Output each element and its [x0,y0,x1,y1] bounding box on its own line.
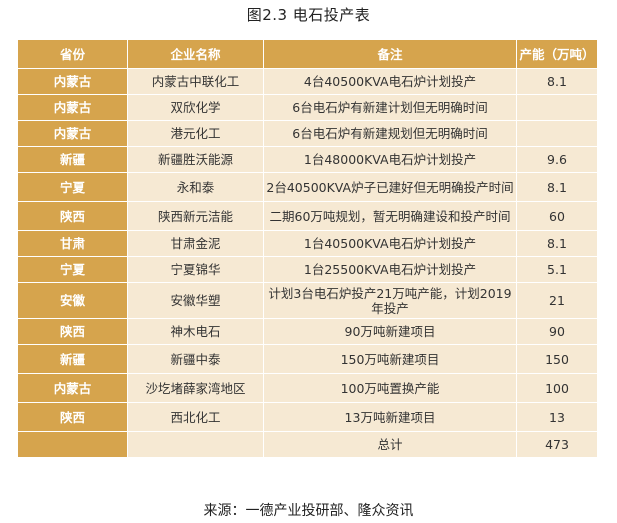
cell-province: 宁夏 [17,172,128,202]
cell-company: 新疆胜沃能源 [127,146,264,173]
cell-company: 安徽华塑 [127,282,264,319]
table-row: 甘肃 甘肃金泥 1台40500KVA电石炉计划投产 8.1 [17,230,598,257]
cell-company: 永和泰 [127,172,264,202]
table-row: 内蒙古 内蒙古中联化工 4台40500KVA电石炉计划投产 8.1 [17,68,598,95]
header-note: 备注 [263,39,517,69]
table-row: 新疆 新疆胜沃能源 1台48000KVA电石炉计划投产 9.6 [17,146,598,173]
cell-company: 甘肃金泥 [127,230,264,257]
cell-note: 1台48000KVA电石炉计划投产 [263,146,517,173]
cell-province: 新疆 [17,344,128,374]
cell-capacity: 60 [516,201,598,231]
table-title: 图2.3 电石投产表 [246,6,371,24]
cell-province: 内蒙古 [17,68,128,95]
cell-note: 90万吨新建项目 [263,318,517,345]
cell-capacity [516,120,598,147]
cell-province: 陕西 [17,402,128,432]
table-row: 内蒙古 沙圪堵薛家湾地区 100万吨置换产能 100 [17,373,598,403]
cell-note: 计划3台电石炉投产21万吨产能，计划2019年投产 [263,282,517,319]
cell-company: 陕西新元洁能 [127,201,264,231]
table-row: 宁夏 永和泰 2台40500KVA炉子已建好但无明确投产时间 8.1 [17,172,598,202]
cell-company: 西北化工 [127,402,264,432]
table-row: 内蒙古 双欣化学 6台电石炉有新建计划但无明确时间 [17,94,598,121]
table-row: 陕西 神木电石 90万吨新建项目 90 [17,318,598,345]
cell-note: 13万吨新建项目 [263,402,517,432]
cell-note: 150万吨新建项目 [263,344,517,374]
cell-capacity: 8.1 [516,68,598,95]
cell-province: 内蒙古 [17,373,128,403]
cell-company: 内蒙古中联化工 [127,68,264,95]
table-row: 新疆 新疆中泰 150万吨新建项目 150 [17,344,598,374]
cell-note: 1台25500KVA电石炉计划投产 [263,256,517,283]
cell-company: 双欣化学 [127,94,264,121]
cell-total-label: 总计 [263,431,517,458]
cell-company: 港元化工 [127,120,264,147]
cell-capacity: 9.6 [516,146,598,173]
cell-capacity: 100 [516,373,598,403]
table-row: 内蒙古 港元化工 6台电石炉有新建规划但无明确时间 [17,120,598,147]
header-capacity: 产能（万吨） [516,39,598,69]
cell-capacity: 8.1 [516,172,598,202]
cell-province: 安徽 [17,282,128,319]
cell-province: 陕西 [17,201,128,231]
cell-note: 2台40500KVA炉子已建好但无明确投产时间 [263,172,517,202]
cell-note: 6台电石炉有新建规划但无明确时间 [263,120,517,147]
header-company: 企业名称 [127,39,264,69]
cell-note: 6台电石炉有新建计划但无明确时间 [263,94,517,121]
header-province: 省份 [17,39,128,69]
cell-capacity: 13 [516,402,598,432]
capacity-table: 省份 企业名称 备注 产能（万吨） 内蒙古 内蒙古中联化工 4台40500KVA… [17,39,598,458]
cell-province: 内蒙古 [17,120,128,147]
cell-capacity: 8.1 [516,230,598,257]
cell-province: 新疆 [17,146,128,173]
cell-company: 沙圪堵薛家湾地区 [127,373,264,403]
cell-note: 4台40500KVA电石炉计划投产 [263,68,517,95]
cell-province: 陕西 [17,318,128,345]
cell-company: 神木电石 [127,318,264,345]
cell-note: 二期60万吨规划，暂无明确建设和投产时间 [263,201,517,231]
cell-note: 1台40500KVA电石炉计划投产 [263,230,517,257]
cell-province: 宁夏 [17,256,128,283]
source-note: 来源：一德产业投研部、隆众资讯 [203,503,414,519]
cell-province [17,431,128,458]
cell-total-capacity: 473 [516,431,598,458]
total-row: 总计 473 [17,431,598,458]
cell-province: 甘肃 [17,230,128,257]
cell-capacity: 90 [516,318,598,345]
cell-province: 内蒙古 [17,94,128,121]
cell-capacity: 21 [516,282,598,319]
cell-capacity [516,94,598,121]
cell-capacity: 150 [516,344,598,374]
table-row: 宁夏 宁夏锦华 1台25500KVA电石炉计划投产 5.1 [17,256,598,283]
table-row: 陕西 陕西新元洁能 二期60万吨规划，暂无明确建设和投产时间 60 [17,201,598,231]
table-row: 安徽 安徽华塑 计划3台电石炉投产21万吨产能，计划2019年投产 21 [17,282,598,319]
cell-company: 新疆中泰 [127,344,264,374]
cell-capacity: 5.1 [516,256,598,283]
cell-company [127,431,264,458]
cell-note: 100万吨置换产能 [263,373,517,403]
table-row: 陕西 西北化工 13万吨新建项目 13 [17,402,598,432]
header-row: 省份 企业名称 备注 产能（万吨） [17,39,598,69]
cell-company: 宁夏锦华 [127,256,264,283]
